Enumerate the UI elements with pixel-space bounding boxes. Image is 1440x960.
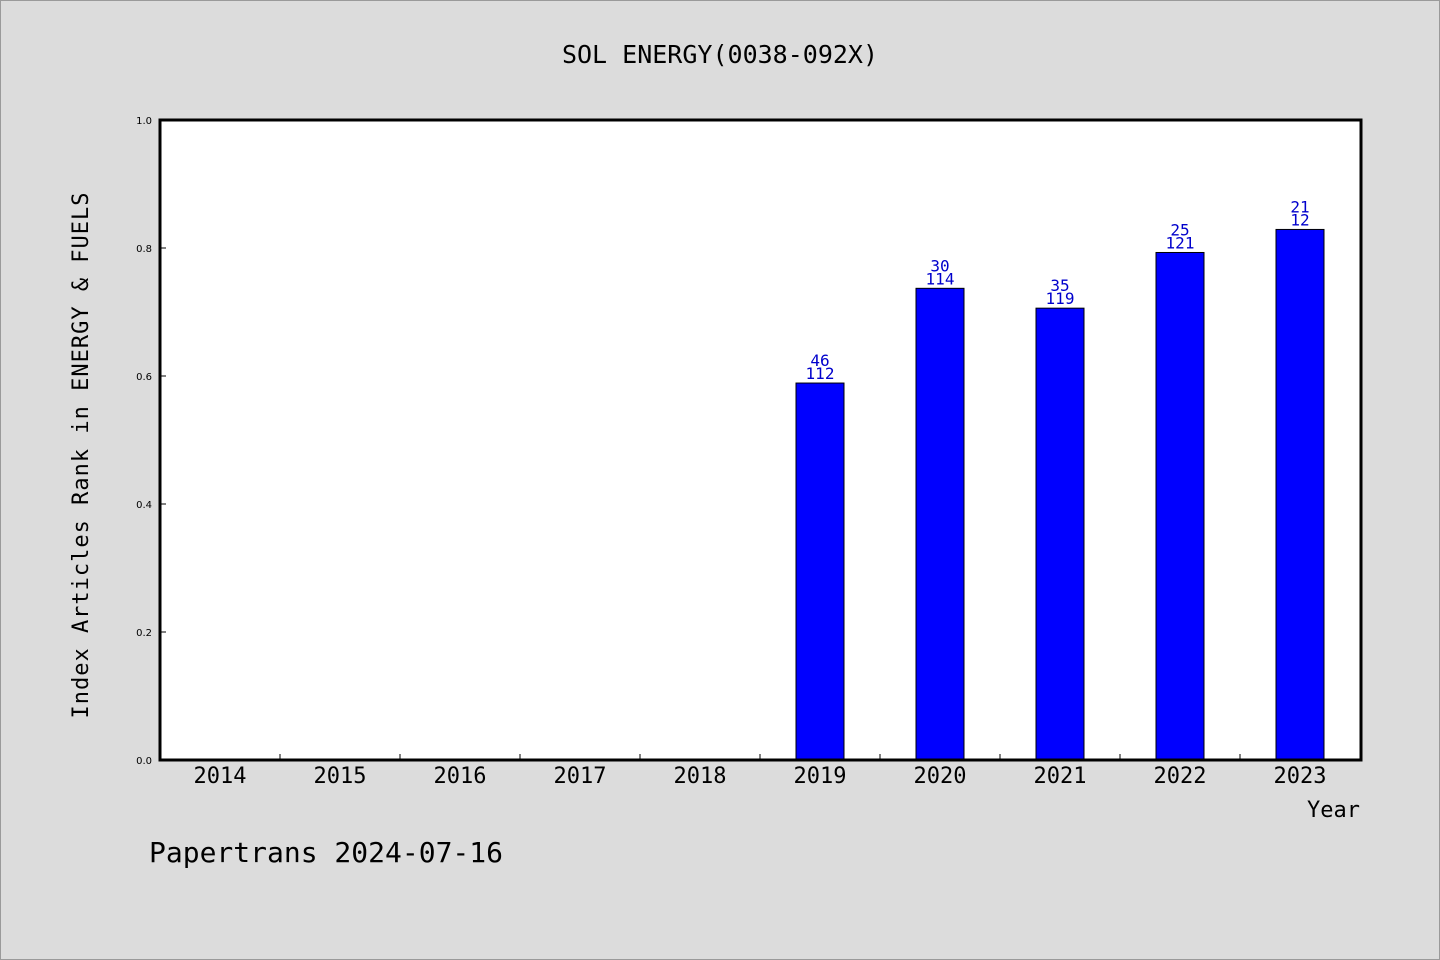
x-tick-label: 2022 [1154,764,1207,789]
bar-label-bottom: 114 [926,269,955,288]
bar-2019 [795,382,845,761]
bar-2020 [915,287,965,761]
bar-2022 [1155,251,1205,761]
bar-2023 [1275,228,1325,761]
y-tick-label: 1.0 [136,116,152,127]
x-ticks-group: 2014 2015 2016 2017 2018 2019 2020 2021 2022 2023 [194,754,1327,789]
x-tick-label: 2020 [914,764,967,789]
bar-label-bottom: 12 [1290,210,1309,229]
plot-border [158,118,1363,762]
chart-title: SOL ENERGY(0038-092X) [562,40,878,69]
x-tick-label: 2016 [434,764,487,789]
bar-label-top: 35 [1050,276,1069,295]
x-axis-label: Year [1307,798,1360,823]
x-tick-label: 2014 [194,764,247,789]
y-axis-label: Index Articles Rank in ENERGY & FUELS [69,191,94,718]
x-tick-label: 2021 [1034,764,1087,789]
bar-label-bottom: 121 [1166,233,1195,252]
x-tick-label: 2015 [314,764,367,789]
bar-label-top: 21 [1290,197,1309,216]
y-tick-label: 0.2 [136,628,152,639]
bar-label-top: 46 [810,351,829,370]
y-tick-label: 0.8 [136,244,152,255]
x-tick-label: 2023 [1274,764,1327,789]
bar-2021 [1035,307,1085,761]
bars-group [795,228,1325,761]
y-tick-label: 0.0 [136,756,152,767]
bar-label-top: 25 [1170,220,1189,239]
bar-label-bottom: 112 [806,364,835,383]
footer-credit: Papertrans 2024-07-16 [149,836,503,869]
x-tick-label: 2018 [674,764,727,789]
bar-label-bottom: 119 [1046,289,1075,308]
x-tick-label: 2019 [794,764,847,789]
y-tick-label: 0.4 [136,500,152,511]
x-tick-label: 2017 [554,764,607,789]
y-tick-label: 0.6 [136,372,152,383]
bar-label-top: 30 [930,256,949,275]
